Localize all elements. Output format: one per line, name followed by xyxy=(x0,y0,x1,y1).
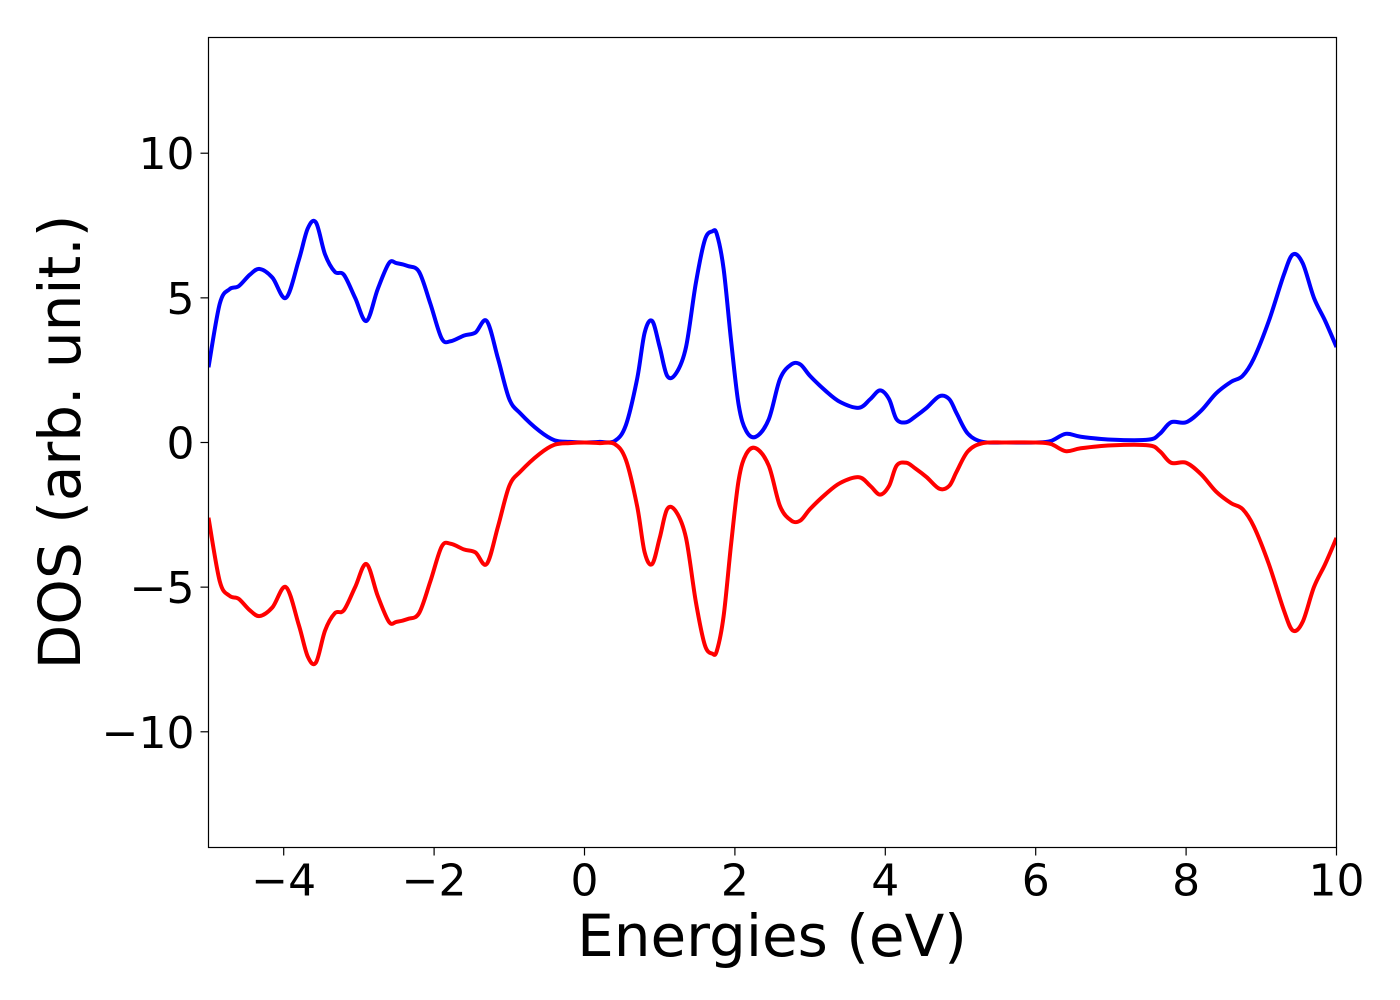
x-tick-label: 10 xyxy=(1309,856,1365,907)
y-tick-label: −10 xyxy=(102,708,195,759)
y-tick-label: 0 xyxy=(167,419,195,470)
series-line-blue xyxy=(208,218,1337,445)
x-tick-label: 4 xyxy=(871,856,899,907)
y-tick-label: 10 xyxy=(139,129,195,180)
plot-frame xyxy=(207,36,1338,849)
x-tick-label: 0 xyxy=(571,856,599,907)
x-tick-label: 8 xyxy=(1172,856,1200,907)
series-line-red xyxy=(208,440,1337,667)
series-layer xyxy=(208,218,1337,667)
y-tick-label: 5 xyxy=(167,274,195,325)
x-tick-label: 2 xyxy=(721,856,749,907)
x-tick-label: −4 xyxy=(251,856,316,907)
x-tick-label: −2 xyxy=(402,856,467,907)
x-tick-label: 6 xyxy=(1022,856,1050,907)
x-axis-label: Energies (eV) xyxy=(577,902,967,970)
y-axis-ticks: −10 −5 0 5 10 xyxy=(102,129,209,759)
x-axis-ticks: −4 −2 0 2 4 6 8 10 xyxy=(251,847,1365,907)
y-tick-label: −5 xyxy=(130,563,195,614)
y-axis-label: DOS (arb. unit.) xyxy=(26,215,94,670)
